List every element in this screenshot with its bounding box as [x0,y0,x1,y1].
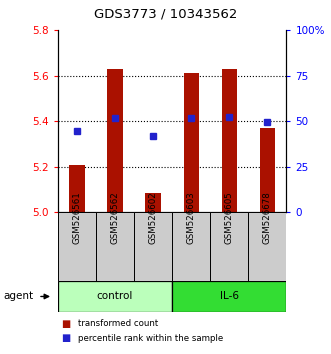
Text: transformed count: transformed count [78,319,158,329]
Text: percentile rank within the sample: percentile rank within the sample [78,333,223,343]
Text: GSM526605: GSM526605 [225,192,234,244]
Text: GDS3773 / 10343562: GDS3773 / 10343562 [94,8,237,21]
Text: agent: agent [3,291,33,302]
Bar [96,212,134,281]
Text: control: control [97,291,133,302]
Bar [58,212,96,281]
Bar [210,212,248,281]
Bar [172,212,210,281]
Bar [134,212,172,281]
Bar [260,128,275,212]
Text: IL-6: IL-6 [220,291,239,302]
Text: ■: ■ [61,319,71,329]
Bar [221,69,237,212]
Bar [172,281,286,312]
Bar [107,69,122,212]
Bar [183,73,199,212]
Text: ■: ■ [61,333,71,343]
Bar [145,193,161,212]
Bar [58,281,172,312]
Text: GSM526561: GSM526561 [72,192,81,244]
Text: GSM526602: GSM526602 [149,192,158,244]
Text: GSM526562: GSM526562 [111,192,119,244]
Bar [248,212,286,281]
Text: GSM526603: GSM526603 [187,192,196,244]
Text: GSM526678: GSM526678 [263,192,272,244]
Bar [70,165,85,212]
